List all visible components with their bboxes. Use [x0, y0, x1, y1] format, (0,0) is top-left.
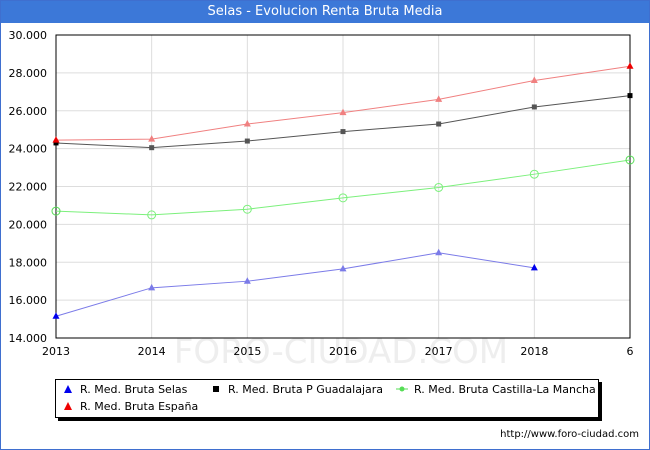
series-line [55, 159, 631, 216]
triangle-marker-icon [64, 385, 72, 393]
series-2 [51, 155, 635, 220]
y-tick-label: 24.000 [9, 143, 48, 156]
y-tick-label: 16.000 [9, 294, 48, 307]
data-point-square [627, 93, 633, 99]
data-point-triangle [435, 248, 443, 256]
data-point-triangle [243, 120, 251, 127]
data-point-circle [338, 193, 348, 203]
y-tick-label: 18.000 [9, 256, 48, 269]
square-marker-icon [213, 386, 219, 392]
data-point-circle [242, 204, 252, 214]
data-point-circle [625, 155, 635, 165]
legend-item-espana: R. Med. Bruta España [60, 399, 198, 415]
data-point-triangle [530, 76, 538, 83]
watermark: FORO-CIUDAD.COM [174, 332, 508, 372]
y-tick-label: 14.000 [9, 332, 48, 345]
data-point-circle [51, 206, 61, 216]
legend-item-castilla-la-mancha: R. Med. Bruta Castilla-La Mancha [394, 382, 596, 398]
source-credit: http://www.foro-ciudad.com [500, 429, 639, 440]
data-point-square [149, 145, 155, 151]
data-point-triangle [626, 62, 634, 69]
data-point-triangle [52, 136, 60, 143]
plot-area-border [55, 34, 631, 339]
y-tick-label: 20.000 [9, 218, 48, 231]
data-point-circle [529, 169, 539, 179]
gridlines [56, 35, 630, 338]
data-point-square [436, 121, 442, 127]
axis-tick-labels: 14.000 16.000 18.000 20.000 22.000 24.000 26.0… [9, 29, 634, 358]
y-tick-label: 28.000 [9, 67, 48, 80]
data-point-triangle [148, 283, 156, 291]
data-point-square [531, 104, 537, 110]
y-tick-label: 30.000 [9, 29, 48, 42]
series-1 [53, 93, 633, 151]
legend-label: R. Med. Bruta Selas [80, 383, 188, 396]
legend-item-selas: R. Med. Bruta Selas [60, 382, 187, 398]
legend: R. Med. Bruta Selas R. Med. Bruta P Guad… [55, 379, 599, 418]
x-tick-label: 2016 [329, 345, 357, 358]
x-tick-label: 6 [627, 345, 634, 358]
series-layer [51, 62, 635, 319]
x-tick-label: 2018 [520, 345, 548, 358]
data-point-triangle [148, 135, 156, 142]
data-point-triangle [52, 312, 60, 319]
legend-label: R. Med. Bruta Castilla-La Mancha [414, 383, 596, 396]
data-point-triangle [339, 108, 347, 116]
legend-label: R. Med. Bruta España [80, 400, 199, 413]
data-point-triangle [339, 264, 347, 272]
x-tick-label: 2017 [425, 345, 453, 358]
data-point-square [340, 129, 346, 135]
data-point-square [53, 140, 59, 146]
data-point-circle [434, 182, 444, 192]
series-3 [52, 62, 634, 143]
y-tick-label: 26.000 [9, 105, 48, 118]
data-point-triangle [530, 263, 538, 271]
triangle-marker-icon [64, 402, 72, 410]
x-tick-label: 2014 [138, 345, 166, 358]
legend-label: R. Med. Bruta P Guadalajara [228, 383, 384, 396]
data-point-square [244, 138, 250, 144]
chart-title: Selas - Evolucion Renta Bruta Media [1, 1, 649, 23]
series-0 [52, 248, 538, 319]
series-line [55, 252, 535, 317]
data-point-triangle [243, 277, 251, 284]
data-point-circle [147, 210, 157, 220]
x-tick-label: 2015 [233, 345, 261, 358]
x-tick-label: 2013 [42, 345, 70, 358]
legend-item-guadalajara: R. Med. Bruta P Guadalajara [208, 382, 383, 398]
y-tick-label: 22.000 [9, 181, 48, 194]
data-point-triangle [435, 95, 443, 102]
circle-marker-icon [396, 386, 408, 392]
